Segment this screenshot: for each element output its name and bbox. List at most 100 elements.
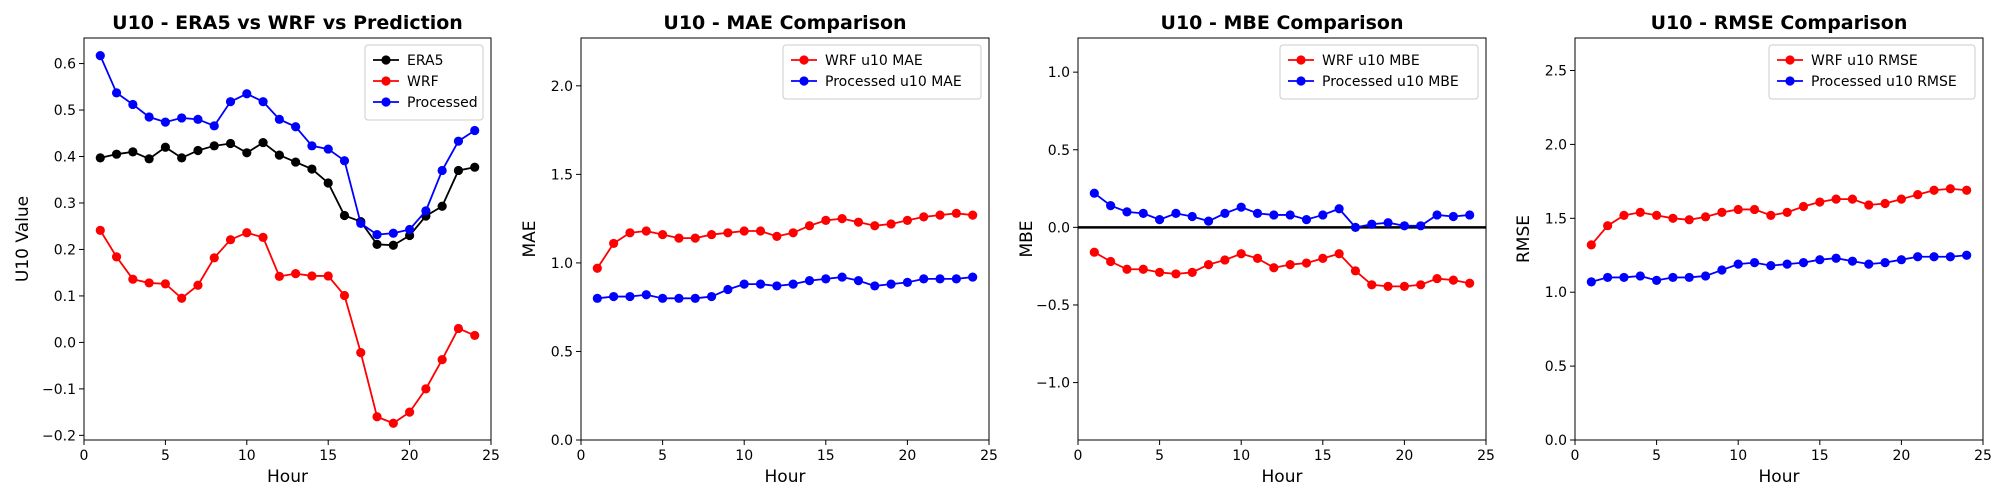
data-point xyxy=(755,226,766,236)
data-point xyxy=(1896,194,1906,204)
data-point xyxy=(1171,208,1181,218)
data-point xyxy=(388,228,398,238)
data-point xyxy=(405,407,415,417)
data-point xyxy=(1864,259,1874,269)
y-tick-label: −0.5 xyxy=(1036,298,1070,314)
data-point xyxy=(723,228,733,238)
data-point xyxy=(388,418,398,428)
data-point xyxy=(160,142,170,152)
data-point xyxy=(274,271,284,282)
legend-swatch-marker xyxy=(381,55,391,65)
y-tick-label: 1.5 xyxy=(551,167,573,183)
legend-box xyxy=(1279,44,1479,100)
axes-frame xyxy=(580,37,990,441)
y-tick-label: 0.0 xyxy=(54,335,76,351)
data-point xyxy=(837,214,847,224)
data-point xyxy=(1798,258,1809,268)
y-tick-label: 0.2 xyxy=(54,242,76,258)
x-tick-label: 20 xyxy=(1395,448,1413,464)
data-point xyxy=(258,232,268,242)
data-point xyxy=(339,156,350,166)
data-point xyxy=(1155,214,1165,225)
data-point xyxy=(1962,250,1972,260)
x-tick-label: 15 xyxy=(319,448,337,464)
data-point xyxy=(372,229,382,240)
data-point xyxy=(1416,280,1426,290)
chart-title: U10 - MAE Comparison xyxy=(663,12,906,34)
legend-label: WRF u10 MBE xyxy=(1322,53,1420,69)
data-point xyxy=(1880,258,1890,268)
data-point xyxy=(1432,210,1442,220)
x-tick-label: 0 xyxy=(577,448,586,464)
data-point xyxy=(225,235,236,245)
chart-panel-1: U10 - ERA5 vs WRF vs Prediction 0 5 10 15 20 2… xyxy=(13,12,500,487)
legend-swatch-marker xyxy=(381,76,391,86)
data-point xyxy=(1269,263,1279,273)
data-point xyxy=(1334,204,1344,214)
data-point xyxy=(209,121,219,131)
data-point xyxy=(592,263,602,273)
x-tick-label: 20 xyxy=(898,448,916,464)
data-point xyxy=(1847,256,1858,266)
data-point xyxy=(772,231,782,241)
legend: WRF u10 MBE Processed u10 MBE xyxy=(1279,44,1479,100)
data-point xyxy=(1847,194,1858,204)
x-tick-label: 5 xyxy=(658,448,667,464)
x-tick-label: 5 xyxy=(161,448,170,464)
data-point xyxy=(1880,198,1890,209)
data-point xyxy=(128,99,138,110)
data-point xyxy=(437,165,447,176)
data-point xyxy=(453,323,464,334)
data-point xyxy=(886,219,896,229)
data-point xyxy=(837,272,847,282)
legend-label: Processed u10 MBE xyxy=(1322,74,1459,90)
data-point xyxy=(870,221,880,231)
data-point xyxy=(453,136,464,146)
data-point xyxy=(1138,208,1148,218)
data-point xyxy=(388,240,398,250)
data-point xyxy=(372,412,382,422)
data-point xyxy=(935,274,945,284)
chart-title: U10 - ERA5 vs WRF vs Prediction xyxy=(112,12,463,34)
data-point xyxy=(1318,253,1328,264)
data-point xyxy=(1138,264,1148,274)
data-point xyxy=(1252,253,1263,264)
data-point xyxy=(111,149,122,159)
x-tick-label: 25 xyxy=(482,448,500,464)
data-point xyxy=(641,226,651,236)
series-line-wrf-u10-mbe xyxy=(1093,251,1470,288)
data-point xyxy=(1717,207,1727,217)
data-point xyxy=(1399,221,1409,231)
y-tick-label: 0.5 xyxy=(54,103,76,119)
data-point xyxy=(968,210,978,220)
data-point xyxy=(242,228,252,238)
data-point xyxy=(1155,267,1165,277)
x-tick-label: 25 xyxy=(980,448,998,464)
data-point xyxy=(177,153,187,163)
y-tick-label: 0.6 xyxy=(54,57,76,73)
data-point xyxy=(788,228,798,238)
y-axis-label: RMSE xyxy=(1514,215,1534,263)
data-point xyxy=(1301,214,1312,225)
data-point xyxy=(193,114,203,124)
data-point xyxy=(323,144,333,154)
legend-swatch-marker xyxy=(381,97,391,107)
legend-swatch-marker xyxy=(1785,55,1795,65)
x-tick-label: 0 xyxy=(1571,448,1580,464)
data-point xyxy=(177,293,187,303)
data-point xyxy=(658,229,668,240)
data-point xyxy=(674,293,684,303)
legend-swatch-marker xyxy=(1296,76,1306,86)
y-axis-label: MBE xyxy=(1017,220,1037,257)
legend-box xyxy=(1768,44,1976,100)
x-tick-label: 5 xyxy=(1155,448,1164,464)
data-point xyxy=(821,274,831,284)
data-point xyxy=(1220,255,1230,265)
series-line-wrf-u10-mae xyxy=(596,212,973,269)
data-point xyxy=(1187,211,1197,222)
data-point xyxy=(274,114,284,124)
data-point xyxy=(919,274,929,284)
data-point xyxy=(1220,208,1230,218)
data-point xyxy=(1668,213,1678,223)
